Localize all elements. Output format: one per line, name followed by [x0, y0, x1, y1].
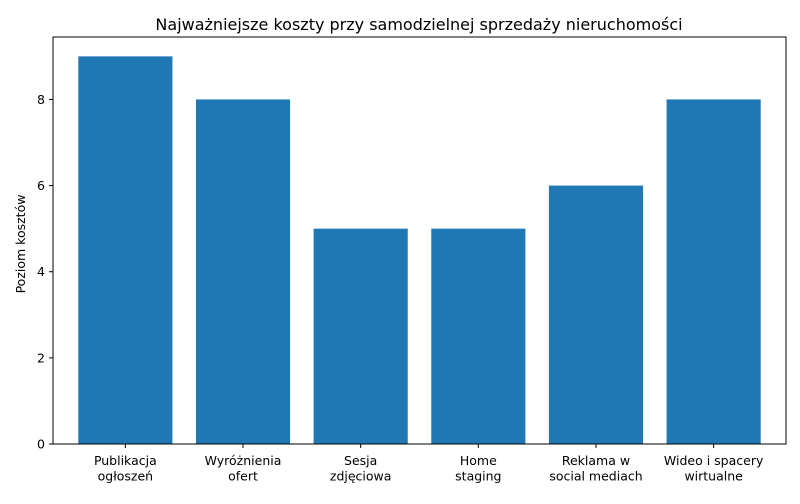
x-tick-label: Home staging [455, 453, 501, 484]
y-tick-label: 2 [37, 350, 45, 365]
x-tick-label: Wideo i spacery wirtualne [664, 453, 764, 484]
bar-2 [195, 99, 291, 444]
chart-title: Najważniejsze koszty przy samodzielnej s… [155, 15, 682, 34]
x-tick-label: Wyróżnienia ofert [205, 453, 282, 484]
y-tick-label: 8 [37, 92, 45, 107]
axes-layer [52, 36, 787, 445]
y-tick-label: 6 [37, 178, 45, 193]
plot-frame [52, 36, 787, 445]
bar-3 [313, 228, 408, 444]
y-axis-label: Poziom kosztów [13, 195, 28, 294]
bar-4 [431, 228, 526, 444]
bars-layer [78, 56, 761, 445]
bar-6 [666, 99, 761, 444]
bar-1 [78, 56, 173, 444]
y-ticks-layer: 0 2 4 6 8 [37, 92, 53, 452]
y-tick-label: 0 [37, 437, 45, 452]
y-tick-label: 4 [37, 264, 45, 279]
x-ticks-layer: Publikacja ogłoszeń Wyróżnienia ofert Sesja z… [94, 444, 764, 484]
bar-5 [548, 185, 644, 445]
x-tick-label: Sesja zdjęciowa [330, 453, 392, 484]
x-tick-label: Reklama w social mediach [549, 453, 642, 484]
x-tick-label: Publikacja ogłoszeń [94, 453, 157, 484]
